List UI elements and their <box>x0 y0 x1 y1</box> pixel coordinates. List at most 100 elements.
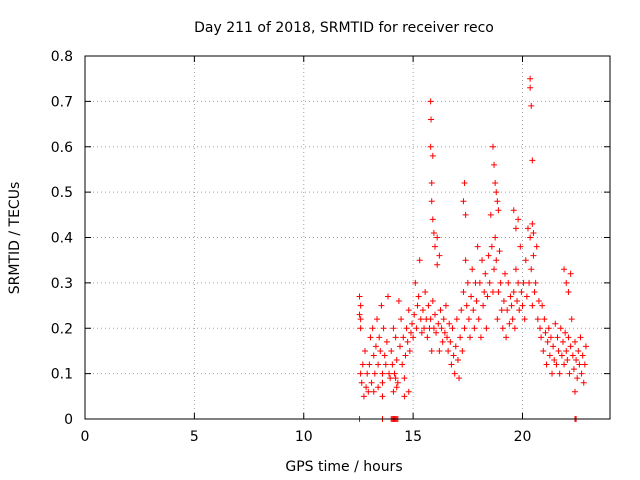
data-point <box>468 293 475 300</box>
data-point <box>572 388 578 395</box>
data-point <box>542 329 549 336</box>
data-point <box>480 302 487 309</box>
data-point <box>486 279 493 286</box>
data-point <box>377 347 384 354</box>
data-point <box>429 298 436 305</box>
data-point <box>412 279 419 286</box>
data-point <box>383 338 390 345</box>
data-point <box>575 347 582 354</box>
y-axis-label: SRMTID / TECUs <box>7 182 23 295</box>
data-point <box>516 307 523 314</box>
data-point <box>460 198 467 205</box>
data-point <box>392 334 399 341</box>
x-axis-ticks: 0 5 10 15 20 <box>81 56 531 445</box>
data-point <box>470 307 477 314</box>
data-point <box>546 352 553 359</box>
data-point <box>535 298 542 305</box>
data-point <box>506 320 513 327</box>
data-point <box>495 207 502 214</box>
data-point <box>428 198 435 205</box>
y-tick-label: 0.4 <box>51 231 73 247</box>
data-point <box>562 329 569 336</box>
data-point <box>494 198 501 205</box>
data-point <box>429 216 436 223</box>
data-point <box>570 366 577 373</box>
data-point <box>479 257 486 264</box>
data-point <box>561 361 568 368</box>
data-point <box>372 343 379 350</box>
data-point <box>371 370 378 377</box>
data-point <box>517 243 524 250</box>
data-point <box>579 352 586 359</box>
data-point <box>563 279 570 286</box>
data-point <box>485 252 492 259</box>
data-point <box>428 180 435 187</box>
data-point <box>509 316 516 323</box>
data-point <box>422 288 429 295</box>
data-point <box>551 357 558 364</box>
data-point <box>388 347 395 354</box>
data-point <box>438 325 445 332</box>
data-point <box>379 379 386 386</box>
data-point <box>357 316 364 323</box>
data-point <box>505 279 512 286</box>
data-point <box>469 266 476 273</box>
data-point <box>391 370 398 377</box>
data-point <box>493 189 500 196</box>
data-point <box>529 220 536 227</box>
data-point <box>461 180 468 187</box>
plot-frame <box>84 55 611 420</box>
data-points <box>356 75 589 422</box>
data-point <box>425 302 432 309</box>
data-point <box>474 243 481 250</box>
data-point <box>378 302 385 309</box>
data-point <box>580 379 587 386</box>
y-tick-label: 0 <box>64 412 73 428</box>
data-point <box>369 325 376 332</box>
data-point <box>528 266 535 273</box>
data-point <box>467 334 473 341</box>
data-point <box>457 334 464 341</box>
data-point <box>552 320 559 327</box>
data-point <box>464 279 471 286</box>
data-point <box>433 329 440 336</box>
data-point <box>527 84 534 91</box>
data-point <box>444 334 451 341</box>
data-point <box>572 338 578 345</box>
data-point <box>381 352 388 359</box>
data-point <box>370 352 377 359</box>
data-point <box>526 279 533 286</box>
data-point <box>451 370 458 377</box>
data-point <box>489 288 496 295</box>
data-point <box>375 384 382 391</box>
data-point <box>411 311 418 318</box>
data-point <box>488 243 495 250</box>
data-point <box>508 302 515 309</box>
data-point <box>419 307 426 314</box>
data-point <box>446 320 453 327</box>
data-point <box>437 307 444 314</box>
data-point <box>581 361 588 368</box>
data-point <box>403 325 410 332</box>
data-point <box>375 361 382 368</box>
data-point <box>568 316 575 323</box>
data-point <box>417 316 424 323</box>
data-point <box>476 279 483 286</box>
data-point <box>460 288 467 295</box>
data-point <box>456 375 463 382</box>
data-point <box>363 384 370 391</box>
data-point <box>565 288 572 295</box>
data-point <box>379 393 386 400</box>
data-point <box>502 270 508 277</box>
x-axis-label: GPS time / hours <box>285 459 402 475</box>
data-point <box>454 357 461 364</box>
data-point <box>407 329 414 336</box>
data-point <box>453 316 460 323</box>
data-point <box>494 316 501 323</box>
data-point <box>387 375 394 382</box>
x-tick-label: 10 <box>295 429 313 445</box>
data-point <box>524 225 531 232</box>
data-point <box>393 384 400 391</box>
data-point <box>416 257 423 264</box>
data-point <box>554 334 561 341</box>
